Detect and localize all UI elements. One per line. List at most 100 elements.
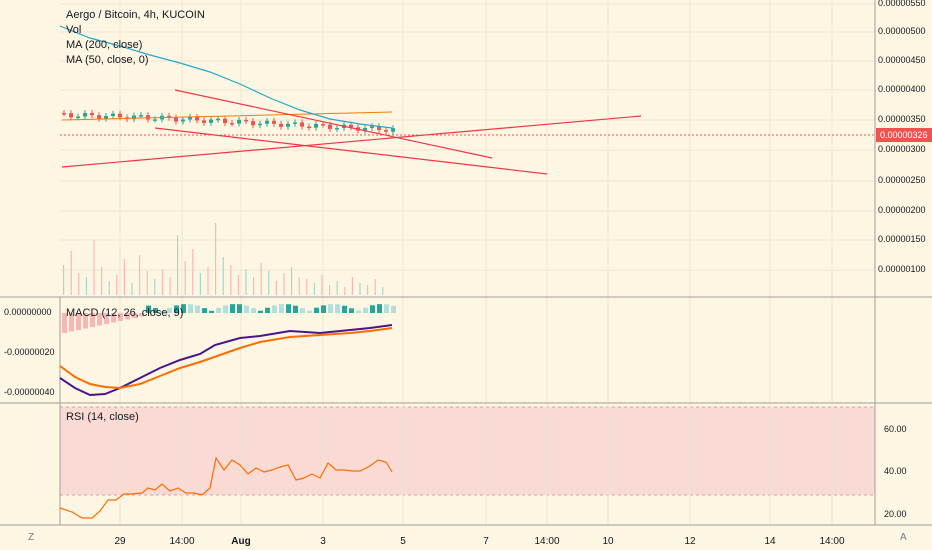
macd-histogram-bar	[265, 307, 270, 313]
trendline-falling-2[interactable]	[154, 127, 548, 175]
candle-body[interactable]	[118, 113, 122, 118]
candle-body[interactable]	[258, 123, 262, 126]
candle-body[interactable]	[265, 120, 269, 124]
macd-histogram-bar	[307, 310, 312, 313]
price-tick-label: 0.00000100	[878, 264, 926, 274]
candle-body[interactable]	[202, 120, 206, 123]
candle-body[interactable]	[188, 116, 192, 120]
volume-bar	[123, 259, 125, 295]
macd-histogram-bar	[223, 305, 228, 313]
macd-line	[59, 324, 393, 397]
macd-histogram-bar	[90, 313, 95, 327]
auto-scale-button[interactable]: A	[900, 532, 907, 543]
macd-histogram-bar	[279, 304, 284, 313]
volume-bar	[283, 273, 285, 295]
candle-body[interactable]	[153, 119, 157, 121]
macd-histogram-bar	[167, 307, 172, 313]
candle-body[interactable]	[174, 117, 178, 122]
volume-bar	[139, 255, 141, 295]
symbol-label[interactable]: Aergo / Bitcoin, 4h, KUCOIN	[66, 9, 205, 21]
candle-body[interactable]	[244, 119, 248, 122]
candle-body[interactable]	[230, 123, 234, 125]
rsi-legend[interactable]: RSI (14, close)	[66, 410, 139, 425]
candle-body[interactable]	[223, 118, 227, 124]
candle-body[interactable]	[90, 113, 94, 116]
candle-body[interactable]	[104, 116, 108, 119]
candle-body[interactable]	[391, 128, 395, 132]
auto-scale-button-label: A	[900, 532, 907, 543]
macd-histogram	[62, 304, 396, 333]
candle-body[interactable]	[300, 122, 304, 127]
candle-body[interactable]	[328, 124, 332, 129]
candle-body[interactable]	[62, 113, 66, 115]
candle-body[interactable]	[363, 128, 367, 131]
price-tick-label: 0.00000450	[878, 55, 926, 65]
candle-body[interactable]	[209, 119, 213, 123]
candle-body[interactable]	[384, 130, 388, 132]
volume-bar	[161, 269, 163, 295]
volume-bar	[359, 283, 361, 295]
vol-label[interactable]: Vol	[66, 24, 82, 36]
volume-bar	[63, 265, 65, 295]
candle-body[interactable]	[335, 127, 339, 130]
candle-body[interactable]	[237, 119, 241, 124]
macd-histogram-bar	[69, 313, 74, 332]
candle-body[interactable]	[370, 126, 374, 129]
candle-body[interactable]	[167, 115, 171, 118]
candle-body[interactable]	[181, 119, 185, 122]
candle-body[interactable]	[251, 121, 255, 126]
macd-tick-label: -0.00000040	[4, 387, 55, 397]
macd-tick-label: 0.00000000	[4, 307, 52, 317]
price-tick-label: 0.00000400	[878, 84, 926, 94]
macd-legend[interactable]: MACD (12, 26, close, 9)	[66, 306, 183, 321]
candles[interactable]	[62, 110, 395, 135]
ma50-label[interactable]: MA (50, close, 0)	[66, 54, 149, 66]
macd-histogram-bar	[174, 305, 179, 313]
candle-body[interactable]	[377, 126, 381, 131]
candle-body[interactable]	[216, 118, 220, 121]
trendline-rising[interactable]	[61, 115, 642, 168]
candle-body[interactable]	[349, 124, 353, 128]
candle-body[interactable]	[321, 124, 325, 126]
candle-body[interactable]	[132, 115, 136, 120]
candle-body[interactable]	[272, 120, 276, 124]
volume-bar	[184, 261, 186, 295]
macd-histogram-bar	[181, 304, 186, 313]
volume-bar	[245, 269, 247, 295]
volume-bar	[93, 240, 95, 295]
candle-body[interactable]	[146, 115, 150, 120]
candle-body[interactable]	[83, 113, 87, 117]
price-tick-label: 0.00000550	[878, 0, 926, 8]
macd-histogram-bar	[384, 304, 389, 313]
macd-legend-label: MACD (12, 26, close, 9)	[66, 307, 184, 319]
candle-body[interactable]	[139, 115, 143, 117]
time-tick-label: 14:00	[169, 536, 195, 547]
ma200-line	[59, 25, 393, 129]
candle-body[interactable]	[293, 122, 297, 124]
macd-histogram-bar	[328, 304, 333, 313]
volume-bar	[222, 257, 224, 295]
volume-bar	[298, 277, 300, 295]
zoom-button[interactable]: Z	[28, 532, 34, 543]
candle-body[interactable]	[314, 124, 318, 128]
volume-bar	[131, 283, 133, 295]
candle-body[interactable]	[307, 126, 311, 129]
trendline-upper-channel[interactable]	[61, 111, 393, 121]
candle-body[interactable]	[195, 116, 199, 121]
macd-histogram-bar	[342, 305, 347, 313]
volume-bar	[116, 275, 118, 295]
ma200-label[interactable]: MA (200, close)	[66, 39, 143, 51]
candle-body[interactable]	[279, 123, 283, 127]
time-tick-label: 3	[320, 536, 326, 547]
candle-body[interactable]	[97, 115, 101, 119]
price-tick-label: 0.00000500	[878, 26, 926, 36]
rsi-legend-label: RSI (14, close)	[66, 411, 139, 423]
trendline-falling-1[interactable]	[174, 89, 493, 159]
candle-body[interactable]	[286, 123, 290, 127]
candle-body[interactable]	[76, 116, 80, 119]
candle-body[interactable]	[69, 113, 73, 118]
time-tick-label: 14:00	[819, 536, 845, 547]
candle-body[interactable]	[111, 113, 115, 117]
